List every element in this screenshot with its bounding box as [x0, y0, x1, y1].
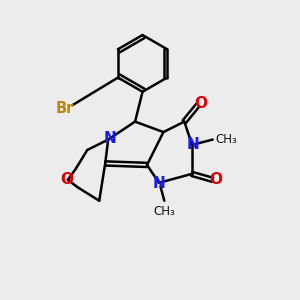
Text: CH₃: CH₃	[215, 133, 237, 146]
Text: O: O	[60, 172, 73, 188]
Text: N: N	[153, 176, 165, 191]
Text: N: N	[103, 131, 116, 146]
Text: N: N	[186, 136, 199, 152]
Text: O: O	[194, 96, 207, 111]
Text: O: O	[209, 172, 222, 188]
Text: CH₃: CH₃	[154, 205, 175, 218]
Text: Br: Br	[56, 101, 74, 116]
